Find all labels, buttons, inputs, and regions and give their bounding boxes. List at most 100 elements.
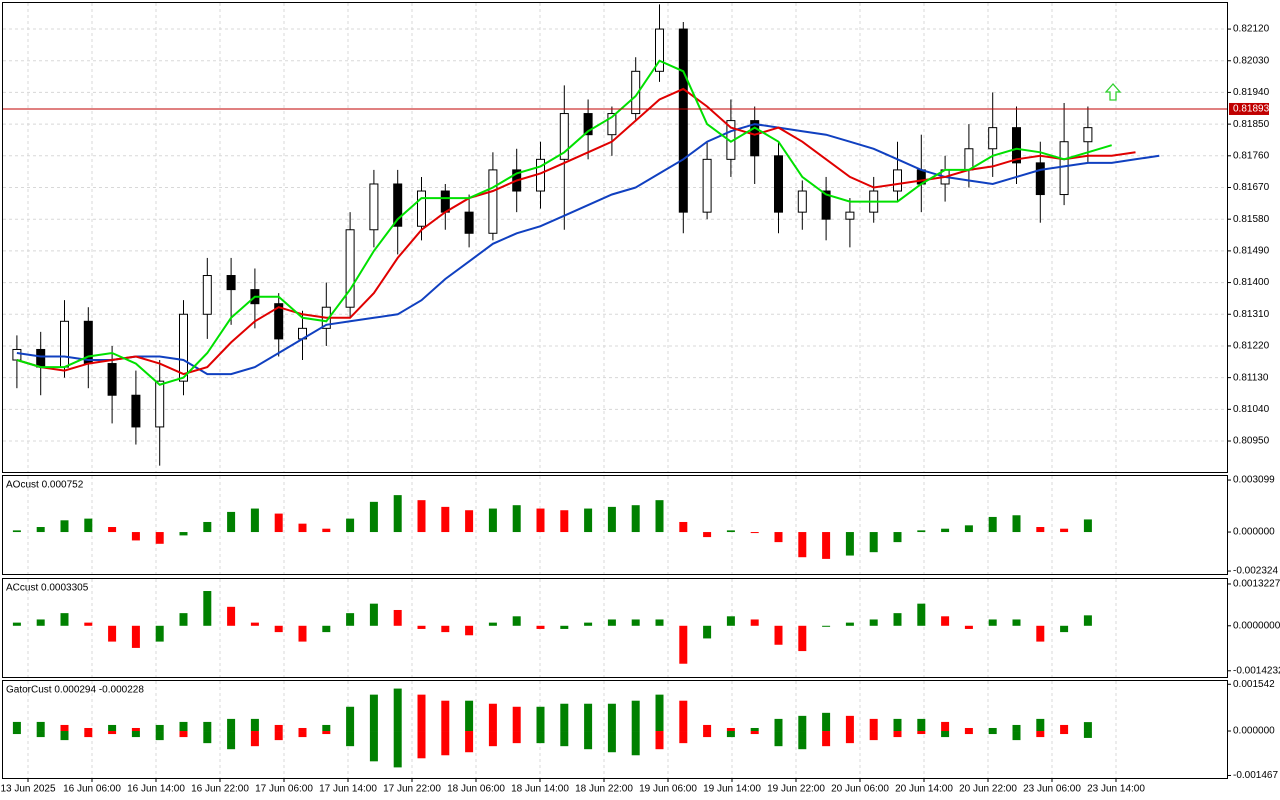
gator-bar: [417, 731, 426, 759]
candle-body: [821, 190, 831, 220]
candle-body: [1035, 162, 1045, 196]
histogram-bar: [131, 625, 140, 648]
ac-panel-frame: [2, 578, 1228, 678]
candle-body: [179, 313, 188, 382]
gator-bar: [703, 724, 712, 732]
histogram-bar: [60, 613, 69, 626]
gator-bar: [726, 731, 735, 738]
y-tick-label: 0.80950: [1233, 436, 1270, 447]
gator-bar: [36, 721, 45, 732]
histogram-bar: [393, 609, 402, 626]
gator-bar: [203, 721, 212, 732]
gator-bar: [12, 721, 21, 732]
mark-layer: [3, 4, 1227, 768]
gator-bar: [917, 718, 926, 732]
candle-body: [464, 211, 474, 234]
gator-bar: [1012, 731, 1021, 741]
gator-bar: [512, 731, 521, 744]
candle-body: [417, 190, 426, 227]
histogram-bar: [631, 505, 640, 533]
histogram-bar: [1083, 519, 1092, 533]
x-tick-label: 19 Jun 22:00: [767, 784, 825, 795]
gator-bar: [60, 724, 69, 732]
histogram-bar: [465, 510, 474, 533]
histogram-bar: [822, 625, 831, 627]
histogram-bar: [536, 625, 545, 629]
text-layer: 0.82120 0.82030 0.81940 0.81850 0.81760 0.816…: [0, 24, 1280, 795]
histogram-bar: [869, 532, 878, 553]
gator-bar: [179, 721, 188, 732]
y-tick-label: 0.81850: [1233, 119, 1270, 130]
candle-body: [1012, 127, 1021, 164]
candle-body: [702, 158, 712, 213]
candle-body: [964, 148, 974, 171]
histogram-bar: [60, 520, 69, 533]
histogram-bar: [84, 518, 93, 533]
x-tick-label: 13 Jun 2025: [0, 784, 55, 795]
candle-body: [488, 169, 498, 234]
y-tick-label: 0.81130: [1233, 372, 1269, 383]
gator-bar: [869, 718, 878, 732]
histogram-bar: [726, 616, 735, 626]
histogram-bar: [274, 625, 283, 633]
histogram-bar: [917, 530, 926, 533]
histogram-bar: [1083, 615, 1092, 626]
gator-bar: [227, 731, 236, 750]
gator-bar: [536, 731, 545, 744]
y-tick-label: 0.0013227: [1233, 579, 1280, 590]
candle-body: [393, 183, 403, 227]
gator-bar: [36, 731, 45, 738]
price-label-box: [1229, 102, 1269, 115]
candle-body: [36, 348, 46, 368]
histogram-bar: [441, 625, 450, 633]
gator-bar: [917, 731, 926, 735]
gator-bar: [1036, 731, 1045, 738]
histogram-bar: [964, 525, 973, 533]
y-tick-label: 0.81220: [1233, 341, 1270, 352]
y-tick-label: 0.81310: [1233, 309, 1270, 320]
gator-bar: [393, 731, 402, 768]
gator-bar: [726, 727, 735, 732]
y-tick-label: 0.003099: [1233, 475, 1275, 486]
histogram-bar: [631, 619, 640, 626]
moving-average-line: [16, 123, 1160, 376]
gator-bar: [322, 724, 331, 732]
gator-bar: [369, 694, 378, 732]
gator-bar: [774, 718, 783, 732]
candle-body: [60, 320, 69, 368]
candle-body: [131, 394, 141, 428]
gator-bar: [584, 731, 593, 750]
candle-body: [155, 380, 165, 428]
gator-bar: [655, 694, 664, 732]
candle-body: [607, 113, 617, 136]
y-tick-label: 0.81490: [1233, 246, 1270, 257]
gator-bar: [1012, 724, 1021, 732]
histogram-bar: [584, 508, 593, 533]
histogram-bar: [36, 527, 45, 533]
histogram-bar: [227, 606, 236, 626]
gator-bar: [679, 731, 688, 744]
histogram-bar: [108, 625, 117, 642]
histogram-bar: [1012, 619, 1021, 626]
histogram-bar: [798, 532, 807, 558]
gator-bar: [1060, 724, 1069, 732]
histogram-bar: [869, 619, 878, 626]
gator-bar: [964, 731, 973, 735]
gator-bar: [417, 694, 426, 732]
candle-body: [845, 211, 855, 220]
gator-bar: [822, 731, 831, 747]
histogram-bar: [203, 521, 212, 533]
gator-bar: [465, 700, 474, 732]
candle-body: [440, 190, 450, 213]
y-tick-label: 0.81040: [1233, 404, 1270, 415]
histogram-bar: [584, 622, 593, 626]
gator-bar: [108, 724, 117, 732]
histogram-bar: [703, 532, 712, 538]
y-tick-label: 0.81400: [1233, 277, 1270, 288]
histogram-bar: [84, 622, 93, 626]
candle-body: [274, 303, 284, 340]
histogram-bar: [441, 506, 450, 533]
histogram-bar: [512, 505, 521, 533]
x-tick-label: 19 Jun 06:00: [639, 784, 697, 795]
indicator-title: ACcust 0.0003305: [6, 583, 89, 594]
